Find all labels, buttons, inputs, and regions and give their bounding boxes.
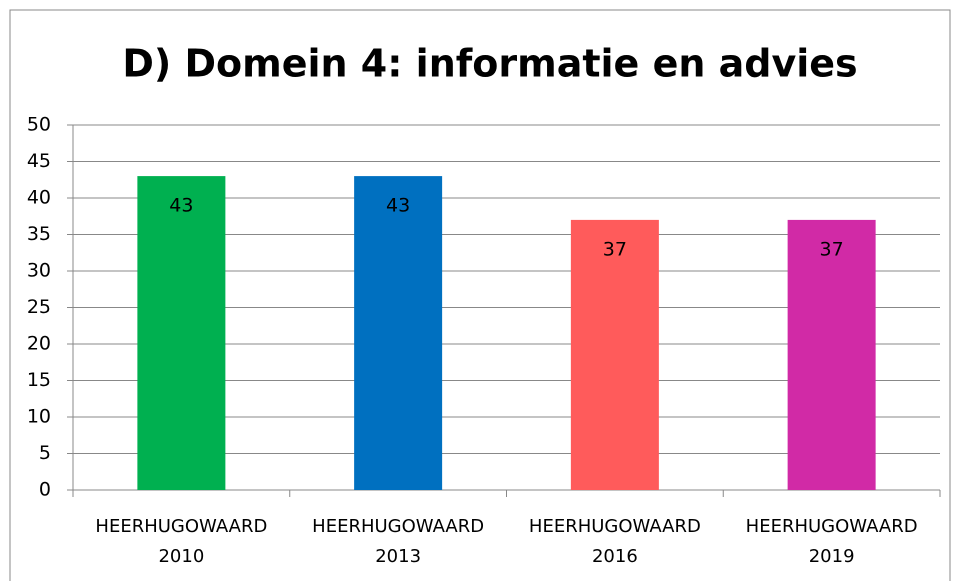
y-tick-label: 25 bbox=[27, 296, 51, 318]
data-label: 43 bbox=[386, 195, 410, 217]
y-tick-label: 35 bbox=[27, 223, 51, 245]
y-tick-label: 0 bbox=[39, 479, 51, 501]
y-tick-label: 10 bbox=[27, 406, 51, 428]
y-tick-label: 45 bbox=[27, 150, 51, 172]
y-tick-label: 5 bbox=[39, 442, 51, 464]
data-label: 43 bbox=[169, 195, 193, 217]
data-label: 37 bbox=[820, 238, 844, 260]
y-tick-label: 30 bbox=[27, 260, 51, 282]
y-tick-label: 50 bbox=[27, 114, 51, 136]
bar bbox=[787, 219, 876, 490]
bar bbox=[570, 219, 659, 490]
y-tick-label: 20 bbox=[27, 333, 51, 355]
bar bbox=[137, 176, 226, 490]
bar bbox=[354, 176, 443, 490]
chart-title: D) Domein 4: informatie en advies bbox=[122, 42, 857, 86]
data-label: 37 bbox=[603, 238, 627, 260]
y-tick-label: 15 bbox=[27, 369, 51, 391]
x-tick-label: HEERHUGOWAARD 2013 bbox=[312, 516, 485, 567]
x-tick-label: HEERHUGOWAARD 2016 bbox=[528, 516, 701, 567]
x-tick-label: HEERHUGOWAARD 2019 bbox=[745, 516, 918, 567]
y-tick-label: 40 bbox=[27, 187, 51, 209]
x-tick-label: HEERHUGOWAARD 2010 bbox=[95, 516, 268, 567]
